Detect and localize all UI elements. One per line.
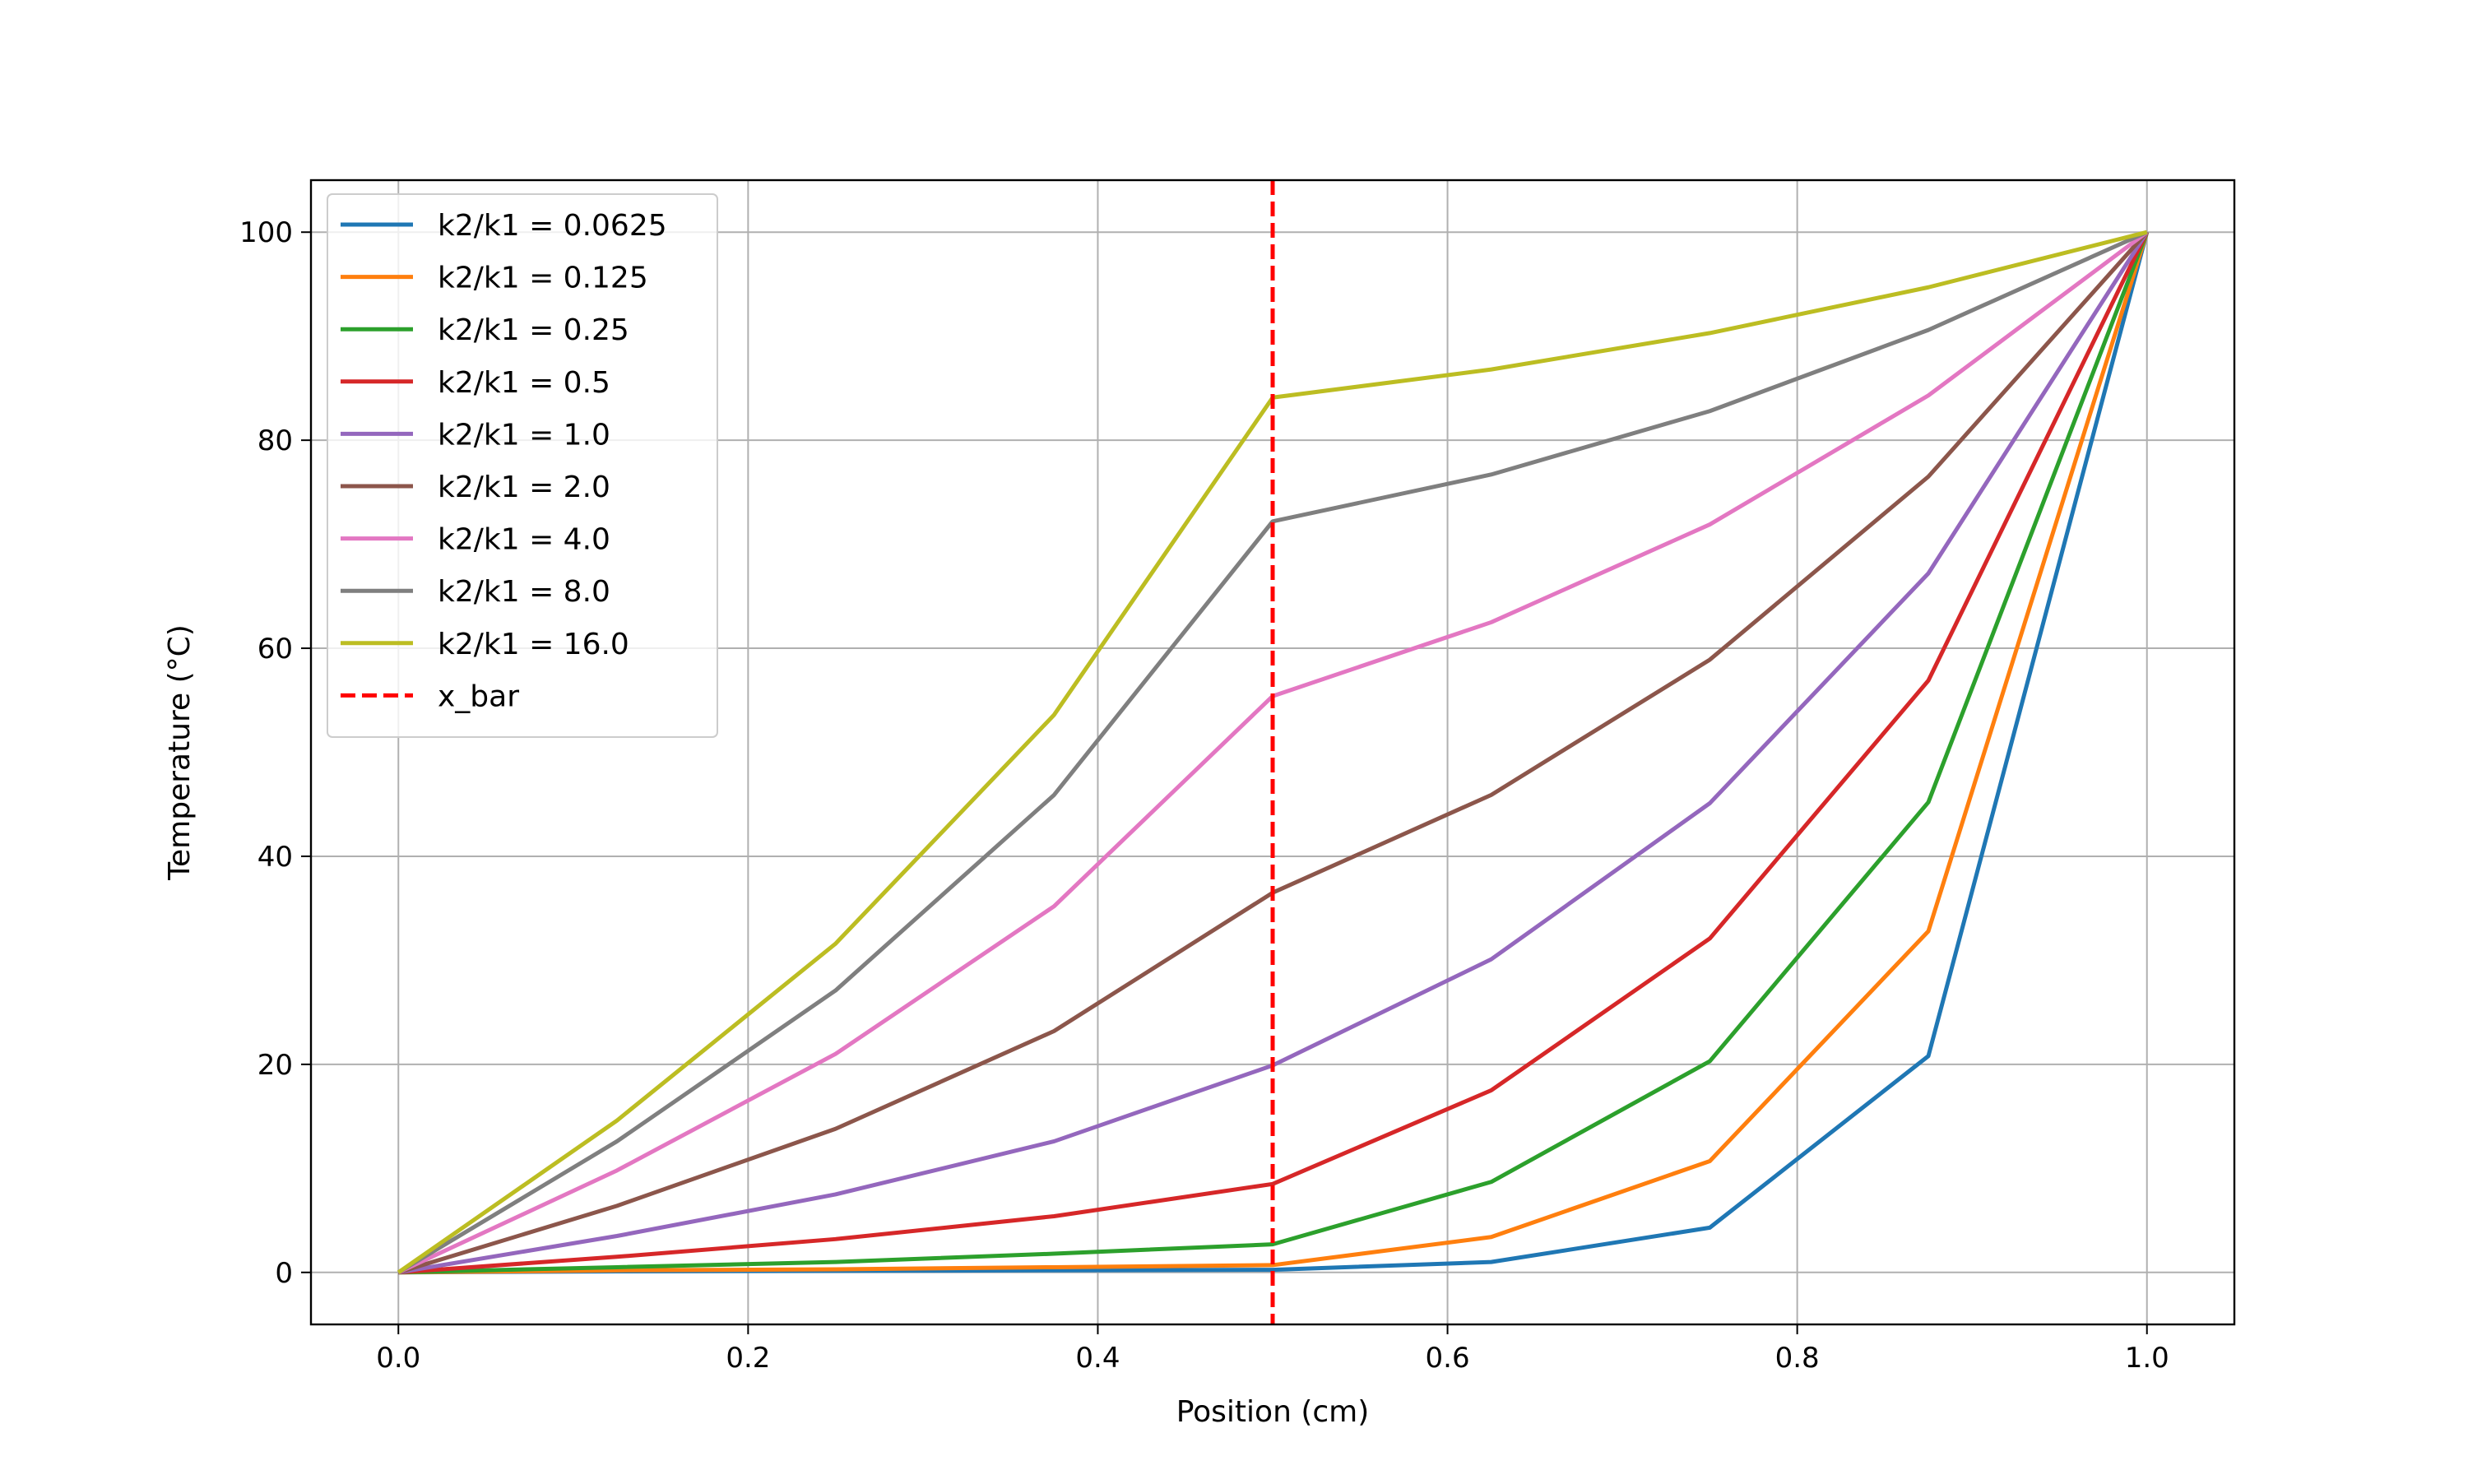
series-line-k2-k1-0p125	[398, 231, 2150, 1275]
y-axis-ticks: 0 20 40 60 80 100	[239, 216, 311, 1290]
legend-label: x_bar	[438, 679, 519, 713]
x-tick-label: 0.4	[1075, 1342, 1120, 1375]
y-tick-label: 0	[275, 1257, 293, 1290]
legend-label: k2/k1 = 2.0	[438, 471, 610, 504]
x-tick-label: 0.0	[376, 1342, 420, 1375]
x-axis-ticks: 0.0 0.2 0.4 0.6 0.8 1.0	[376, 1324, 2169, 1375]
series-line-k2-k1-0p5	[398, 231, 2149, 1275]
x-tick-label: 0.8	[1775, 1342, 1820, 1375]
legend-label: k2/k1 = 1.0	[438, 418, 610, 452]
x-axis-label: Position (cm)	[1176, 1395, 1370, 1429]
y-axis-label: Temperature (°C)	[163, 624, 197, 881]
plot-frame	[309, 179, 2236, 1326]
legend-label: k2/k1 = 8.0	[438, 575, 610, 609]
x-tick-label: 0.6	[1426, 1342, 1470, 1375]
legend-label: k2/k1 = 0.5	[438, 366, 610, 400]
legend-label: k2/k1 = 0.0625	[438, 209, 667, 243]
x-tick-label: 1.0	[2125, 1342, 2169, 1375]
legend-label: k2/k1 = 0.125	[438, 262, 648, 295]
series-line-k2-k1-8p0	[397, 230, 2148, 1274]
y-tick-label: 40	[257, 841, 293, 874]
legend-label: k2/k1 = 16.0	[438, 628, 629, 661]
x-tick-label: 0.2	[726, 1342, 770, 1375]
y-tick-label: 20	[257, 1049, 293, 1082]
legend-box	[327, 193, 718, 738]
y-tick-label: 60	[257, 633, 293, 665]
legend: k2/k1 = 0.0625 k2/k1 = 0.125 k2/k1 = 0.25 k…	[327, 193, 718, 738]
legend-label: k2/k1 = 4.0	[438, 523, 610, 557]
y-tick-label: 100	[239, 216, 293, 249]
series-line-k2-k1-0p25	[398, 231, 2150, 1275]
legend-label: k2/k1 = 0.25	[438, 313, 629, 347]
y-tick-label: 80	[257, 424, 293, 457]
